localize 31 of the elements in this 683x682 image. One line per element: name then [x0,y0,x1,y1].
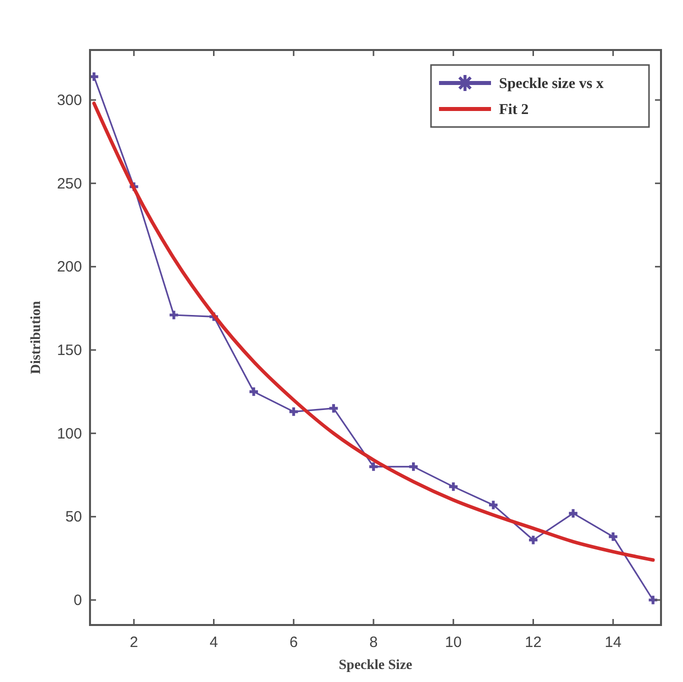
y-tick-label: 200 [56,258,82,276]
x-tick-label: 10 [445,634,462,651]
x-tick-label: 6 [289,634,298,651]
point [409,462,418,471]
y-tick-label: 150 [56,342,82,359]
point [329,404,338,413]
x-tick-label: 12 [524,634,542,651]
y-tick-label: 0 [74,592,82,609]
x-tick-label: 4 [210,634,218,651]
y-tick-label: 50 [65,508,82,526]
point [648,596,658,604]
y-tick-label: 100 [56,425,82,442]
x-axis-title: Speckle Size [338,658,412,673]
y-tick-label: 250 [56,175,82,192]
point [90,72,98,81]
legend-label: Fit 2 [499,102,529,118]
point [528,536,538,544]
point [369,462,378,471]
x-tick-label: 8 [369,634,378,651]
point [568,509,578,518]
point [489,500,498,510]
point [449,482,458,491]
point [170,310,178,320]
point [608,532,618,541]
point [289,407,298,416]
y-tick-label: 300 [56,92,82,109]
point [249,387,258,396]
x-tick-label: 2 [130,634,138,651]
x-tick-label: 14 [604,634,622,651]
y-axis-title: Distribution [29,300,44,374]
legend-label: Speckle size vs x [499,76,604,92]
